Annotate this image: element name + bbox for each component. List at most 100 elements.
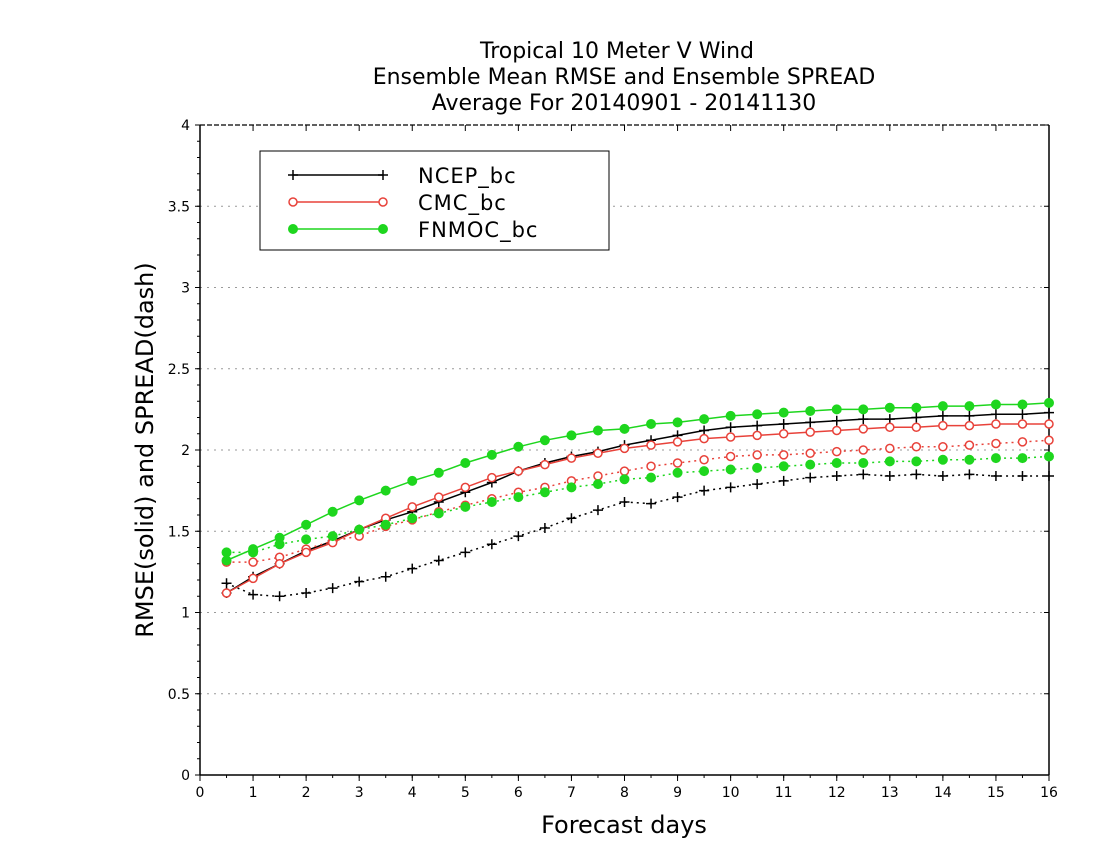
point-ncep-bc-rmse <box>699 425 710 436</box>
x-tick-label: 11 <box>775 785 793 801</box>
point-fnmoc-bc-rmse <box>778 407 789 418</box>
x-tick-label: 6 <box>514 785 523 801</box>
point-fnmoc-bc-spread <box>566 482 577 493</box>
x-tick-label: 3 <box>355 785 364 801</box>
point-cmc-bc-rmse <box>221 588 232 598</box>
x-tick-label: 8 <box>620 785 629 801</box>
point-ncep-bc-spread <box>327 583 338 594</box>
point-cmc-bc-rmse <box>725 432 736 442</box>
point-cmc-bc-rmse <box>513 466 524 476</box>
point-cmc-bc-spread <box>593 471 603 481</box>
point-fnmoc-bc-rmse <box>327 506 338 517</box>
point-fnmoc-bc-spread <box>380 519 391 530</box>
point-fnmoc-bc-rmse <box>752 409 763 420</box>
point-ncep-bc-spread <box>513 531 524 542</box>
point-cmc-bc-spread <box>805 448 815 458</box>
point-cmc-bc-rmse <box>593 448 603 458</box>
point-ncep-bc-spread <box>646 498 657 509</box>
point-fnmoc-bc-spread <box>672 467 683 478</box>
point-cmc-bc-spread <box>672 458 683 468</box>
point-fnmoc-bc-rmse <box>805 406 816 416</box>
point-ncep-bc-spread <box>937 471 948 481</box>
point-ncep-bc-rmse <box>752 420 763 431</box>
point-ncep-bc-spread <box>911 469 922 480</box>
x-tick-label: 16 <box>1040 785 1058 801</box>
point-fnmoc-bc-spread <box>301 534 312 545</box>
point-ncep-bc-spread <box>539 523 550 533</box>
point-cmc-bc-rmse <box>752 430 762 441</box>
y-tick-label: 0.5 <box>168 687 190 703</box>
point-cmc-bc-spread <box>725 451 736 462</box>
point-ncep-bc-spread <box>725 482 736 493</box>
line-cmc-bc-rmse <box>226 423 1049 594</box>
x-tick-label: 7 <box>567 785 576 801</box>
legend-box <box>259 150 610 251</box>
point-ncep-bc-rmse <box>805 417 816 428</box>
legend-marker <box>378 170 388 180</box>
point-fnmoc-bc-rmse <box>380 485 391 496</box>
point-fnmoc-bc-spread <box>592 479 603 490</box>
point-fnmoc-bc-spread <box>327 531 338 542</box>
point-ncep-bc-rmse <box>990 409 1001 420</box>
point-fnmoc-bc-rmse <box>407 475 418 486</box>
point-fnmoc-bc-spread <box>1044 451 1054 462</box>
point-ncep-bc-spread <box>274 591 285 602</box>
series-cmc-bc <box>221 419 1054 598</box>
legend-marker <box>378 224 388 234</box>
legend-label: FNMOC_bc <box>418 218 538 243</box>
x-tick-label: 9 <box>673 785 682 801</box>
point-fnmoc-bc-rmse <box>884 402 895 413</box>
series-fnmoc-bc <box>221 397 1054 566</box>
point-fnmoc-bc-rmse <box>301 519 312 530</box>
point-fnmoc-bc-spread <box>646 472 657 483</box>
point-fnmoc-bc-spread <box>964 454 975 465</box>
point-cmc-bc-spread <box>858 445 869 455</box>
point-cmc-bc-rmse <box>301 547 311 558</box>
point-ncep-bc-spread <box>831 471 842 481</box>
point-cmc-bc-rmse <box>938 420 948 431</box>
point-cmc-bc-rmse <box>540 459 550 470</box>
series-layer <box>221 397 1054 602</box>
legend-marker <box>288 170 298 180</box>
point-fnmoc-bc-rmse <box>221 555 232 566</box>
point-fnmoc-bc-rmse <box>619 423 630 434</box>
y-tick-label: 0 <box>181 768 190 784</box>
point-ncep-bc-spread <box>1044 471 1054 481</box>
point-fnmoc-bc-rmse <box>725 410 736 421</box>
point-ncep-bc-spread <box>301 588 312 598</box>
point-fnmoc-bc-spread <box>911 456 922 467</box>
point-ncep-bc-rmse <box>937 410 948 421</box>
point-fnmoc-bc-spread <box>884 456 895 467</box>
x-tick-label: 5 <box>461 785 470 801</box>
point-fnmoc-bc-spread <box>486 497 497 507</box>
point-fnmoc-bc-rmse <box>354 495 365 506</box>
point-ncep-bc-spread <box>354 576 365 587</box>
y-tick-label: 2.5 <box>168 362 190 378</box>
point-cmc-bc-rmse <box>434 492 444 502</box>
point-cmc-bc-rmse <box>460 482 471 493</box>
point-fnmoc-bc-spread <box>1017 453 1028 464</box>
legend-marker <box>378 197 388 207</box>
point-ncep-bc-spread <box>805 472 816 483</box>
y-tick-label: 3 <box>181 281 190 297</box>
legend-entry-cmc-bc: CMC_bc <box>288 191 506 216</box>
point-cmc-bc-spread <box>1017 437 1028 447</box>
point-fnmoc-bc-rmse <box>858 404 869 415</box>
point-ncep-bc-spread <box>221 578 232 589</box>
point-ncep-bc-rmse <box>964 410 975 421</box>
x-tick-label: 15 <box>987 785 1005 801</box>
point-fnmoc-bc-spread <box>354 524 365 535</box>
y-tick-label: 4 <box>181 118 190 134</box>
point-fnmoc-bc-rmse <box>672 417 683 428</box>
point-cmc-bc-rmse <box>805 427 815 437</box>
point-fnmoc-bc-rmse <box>513 441 524 452</box>
point-cmc-bc-rmse <box>248 573 258 584</box>
point-fnmoc-bc-spread <box>699 466 710 477</box>
point-ncep-bc-spread <box>699 485 710 496</box>
point-fnmoc-bc-spread <box>539 487 550 498</box>
axes: 00.511.522.533.540 1 2 3 4 5 6 7 8 9 10 11 12 13 14 15 1… <box>168 118 1058 801</box>
point-fnmoc-bc-rmse <box>1017 399 1028 410</box>
point-ncep-bc-spread <box>380 571 391 582</box>
point-fnmoc-bc-rmse <box>248 544 259 555</box>
point-fnmoc-bc-rmse <box>460 458 471 468</box>
